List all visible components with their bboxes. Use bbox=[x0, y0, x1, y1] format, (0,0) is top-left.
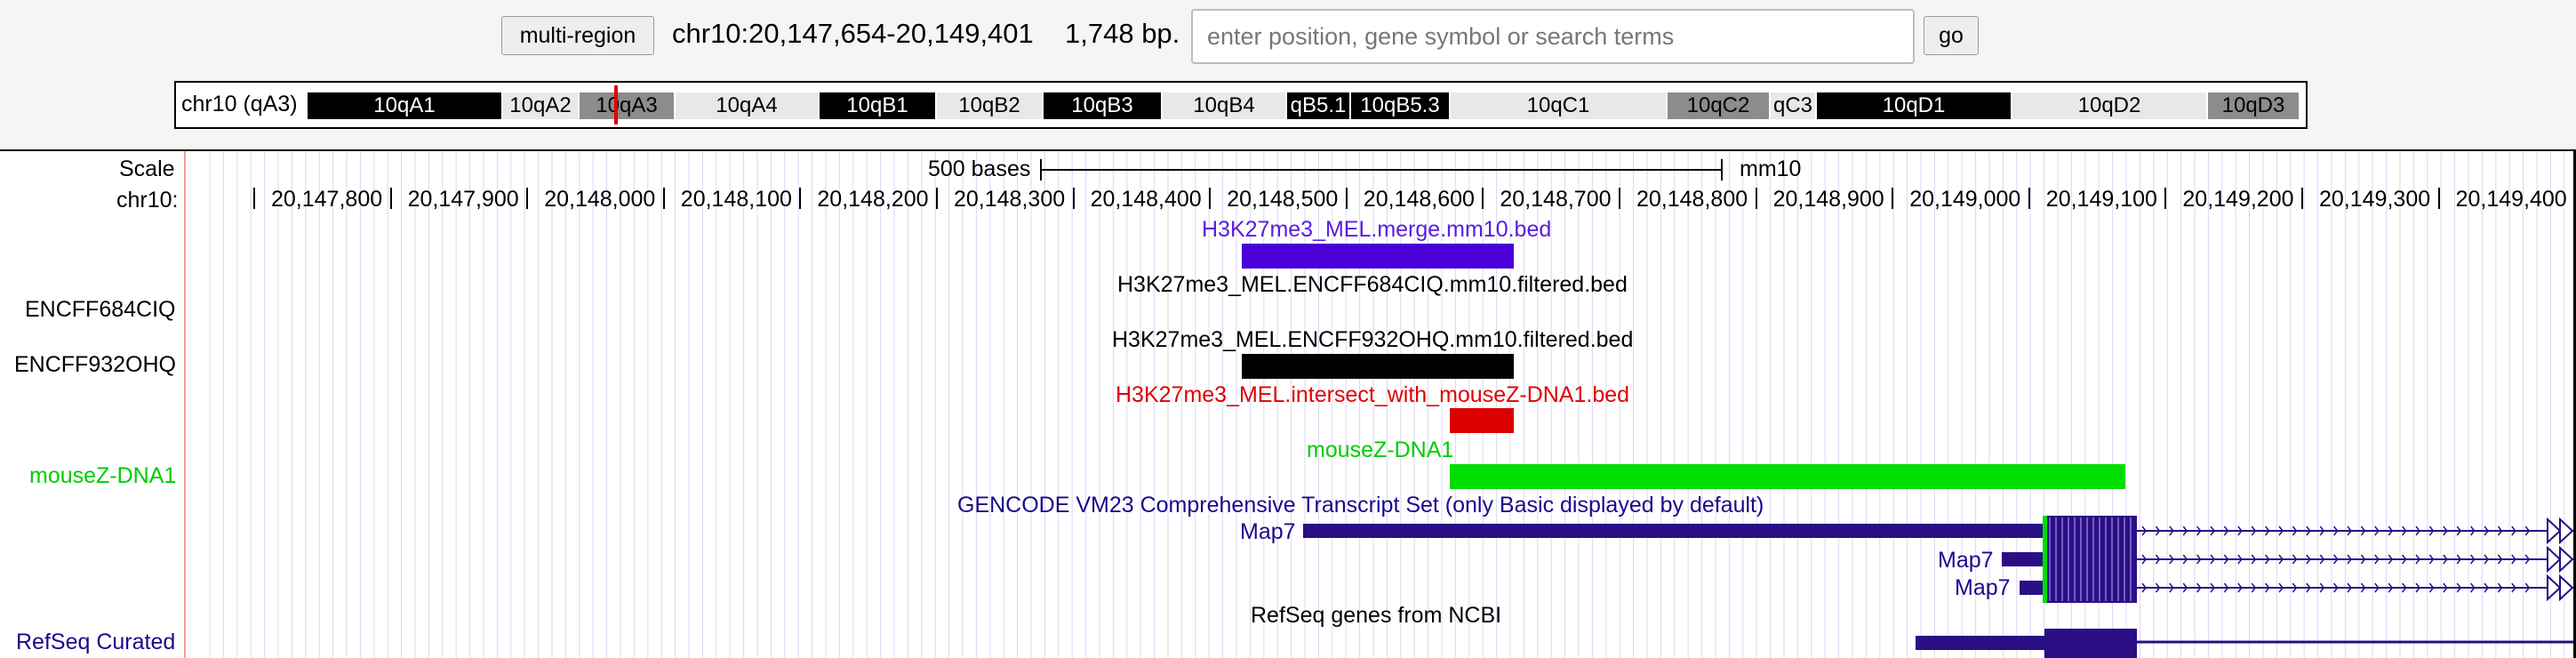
ruler-tick-label: 20,148,500 bbox=[1227, 187, 1339, 212]
ruler-tick-mark bbox=[662, 188, 665, 209]
ruler-tick-mark bbox=[1209, 188, 1212, 209]
track-label-refseq[interactable]: RefSeq Curated bbox=[16, 630, 176, 654]
ruler-tick-mark bbox=[526, 188, 529, 209]
ruler-tick-mark bbox=[799, 188, 802, 209]
ruler-tick-label: 20,149,100 bbox=[2045, 187, 2157, 212]
label-separator bbox=[184, 151, 186, 658]
ideogram-band[interactable]: qB5.1 bbox=[1287, 92, 1349, 119]
ruler-tick-label: 20,149,000 bbox=[1909, 187, 2021, 212]
image-right-border bbox=[2573, 151, 2576, 658]
ruler-tick-label: 20,148,100 bbox=[680, 187, 792, 212]
ideogram-band[interactable]: 10qC2 bbox=[1668, 92, 1769, 119]
ruler-tick-mark bbox=[1072, 188, 1075, 209]
encff932-feature[interactable] bbox=[1242, 354, 1514, 379]
ruler-tick-label: 20,148,900 bbox=[1772, 187, 1884, 212]
ideogram-band[interactable]: 10qA1 bbox=[308, 92, 501, 119]
ruler-tick-label: 20,148,200 bbox=[817, 187, 929, 212]
region-size: 1,748 bp. bbox=[1065, 18, 1180, 49]
ideogram-band[interactable]: qC3 bbox=[1771, 92, 1815, 119]
ruler-tick-mark bbox=[1345, 188, 1348, 209]
ruler-tick-mark bbox=[1482, 188, 1484, 209]
ruler-tick-label: 20,149,400 bbox=[2455, 187, 2567, 212]
scale-bar bbox=[1040, 169, 1723, 171]
scale-bar-text: 500 bases bbox=[928, 156, 1031, 181]
ideogram-band[interactable]: 10qA2 bbox=[503, 92, 578, 119]
ideogram-position-marker bbox=[614, 85, 618, 124]
ruler-tick-label: 20,147,900 bbox=[407, 187, 519, 212]
multi-region-button[interactable]: multi-region bbox=[501, 16, 654, 55]
track-title-mousez-dna1: mouseZ-DNA1 bbox=[1307, 437, 1454, 462]
track-title-encff932: H3K27me3_MEL.ENCFF932OHQ.mm10.filtered.b… bbox=[1112, 327, 1634, 352]
scale-label: Scale bbox=[119, 156, 175, 181]
ruler-tick-label: 20,148,700 bbox=[1500, 187, 1612, 212]
ruler-tick-label: 20,148,400 bbox=[1090, 187, 1202, 212]
ruler-tick-mark bbox=[1755, 188, 1757, 209]
ideogram-band[interactable]: 10qC1 bbox=[1451, 92, 1666, 119]
gene-label-map7-3[interactable]: Map7 bbox=[1955, 575, 2011, 600]
ideogram-label: chr10 (qA3) bbox=[181, 92, 298, 116]
gene-label-map7-1[interactable]: Map7 bbox=[1240, 519, 1296, 544]
merge-feature[interactable] bbox=[1242, 244, 1514, 269]
ideogram-band[interactable]: 10qA3 bbox=[580, 92, 674, 119]
ideogram-band[interactable]: 10qB1 bbox=[820, 92, 935, 119]
ideogram-band[interactable]: 10qD3 bbox=[2208, 92, 2299, 119]
position-display: chr10:20,147,654-20,149,401 bbox=[672, 18, 1034, 49]
start-codon-marker bbox=[2043, 516, 2047, 603]
track-label-encff932[interactable]: ENCFF932OHQ bbox=[14, 352, 176, 377]
ruler-tick-label: 20,148,000 bbox=[544, 187, 656, 212]
go-button[interactable]: go bbox=[1924, 16, 1979, 55]
ruler-tick-mark bbox=[389, 188, 392, 209]
transcript-map7-1 bbox=[1303, 516, 2574, 546]
ruler-tick-label: 20,147,800 bbox=[271, 187, 383, 212]
intersect-feature[interactable] bbox=[1450, 408, 1514, 433]
ruler-tick-mark bbox=[936, 188, 938, 209]
ruler-tick-mark bbox=[1892, 188, 1894, 209]
track-label-mousez-dna1[interactable]: mouseZ-DNA1 bbox=[29, 463, 177, 488]
ruler-tick-mark bbox=[2301, 188, 2303, 209]
gene-models[interactable] bbox=[0, 151, 2576, 658]
ruler-tick-label: 20,148,600 bbox=[1363, 187, 1475, 212]
ideogram-band[interactable]: 10qB4 bbox=[1163, 92, 1285, 119]
scale-bar-right-cap bbox=[1721, 159, 1723, 181]
track-title-merge: H3K27me3_MEL.merge.mm10.bed bbox=[1202, 217, 1552, 242]
ruler-tick-mark bbox=[1619, 188, 1620, 209]
ruler-tick-mark bbox=[2164, 188, 2167, 209]
ruler-tick-label: 20,149,200 bbox=[2182, 187, 2294, 212]
track-label-pane bbox=[0, 151, 183, 658]
gene-label-map7-2[interactable]: Map7 bbox=[1938, 548, 1994, 573]
track-label-encff684[interactable]: ENCFF684CIQ bbox=[25, 297, 176, 322]
ideogram-band[interactable]: 10qA4 bbox=[676, 92, 818, 119]
ideogram-band[interactable]: 10qB5.3 bbox=[1351, 92, 1449, 119]
navigation-bar: multi-region chr10:20,147,654-20,149,401… bbox=[0, 0, 2576, 149]
assembly-label: mm10 bbox=[1740, 156, 1802, 181]
refseq-transcript bbox=[1916, 629, 2574, 658]
ruler-tick-mark bbox=[253, 188, 255, 209]
ideogram-band[interactable]: 10qB2 bbox=[937, 92, 1042, 119]
search-input[interactable] bbox=[1191, 9, 1915, 64]
track-title-refseq: RefSeq genes from NCBI bbox=[1251, 603, 1502, 628]
scale-bar-left-cap bbox=[1040, 159, 1042, 181]
ruler-tick-label: 20,148,800 bbox=[1636, 187, 1748, 212]
ideogram-band[interactable]: 10qD1 bbox=[1817, 92, 2011, 119]
ideogram-band[interactable]: 10qD2 bbox=[2012, 92, 2206, 119]
mousez-dna1-feature[interactable] bbox=[1450, 464, 2125, 489]
track-title-gencode: GENCODE VM23 Comprehensive Transcript Se… bbox=[957, 493, 1764, 518]
genome-browser-image[interactable]: Scale chr10: 500 bases mm10 20,147,800 20… bbox=[0, 149, 2576, 658]
ruler-tick-mark bbox=[2437, 188, 2440, 209]
ruler-tick-mark bbox=[2028, 188, 2030, 209]
track-title-encff684: H3K27me3_MEL.ENCFF684CIQ.mm10.filtered.b… bbox=[1117, 272, 1628, 297]
track-title-intersect: H3K27me3_MEL.intersect_with_mouseZ-DNA1.… bbox=[1116, 382, 1630, 407]
ruler-tick-label: 20,149,300 bbox=[2319, 187, 2431, 212]
ruler-tick-label: 20,148,300 bbox=[954, 187, 1066, 212]
chrom-label: chr10: bbox=[116, 188, 179, 213]
ideogram-band[interactable]: 10qB3 bbox=[1044, 92, 1161, 119]
